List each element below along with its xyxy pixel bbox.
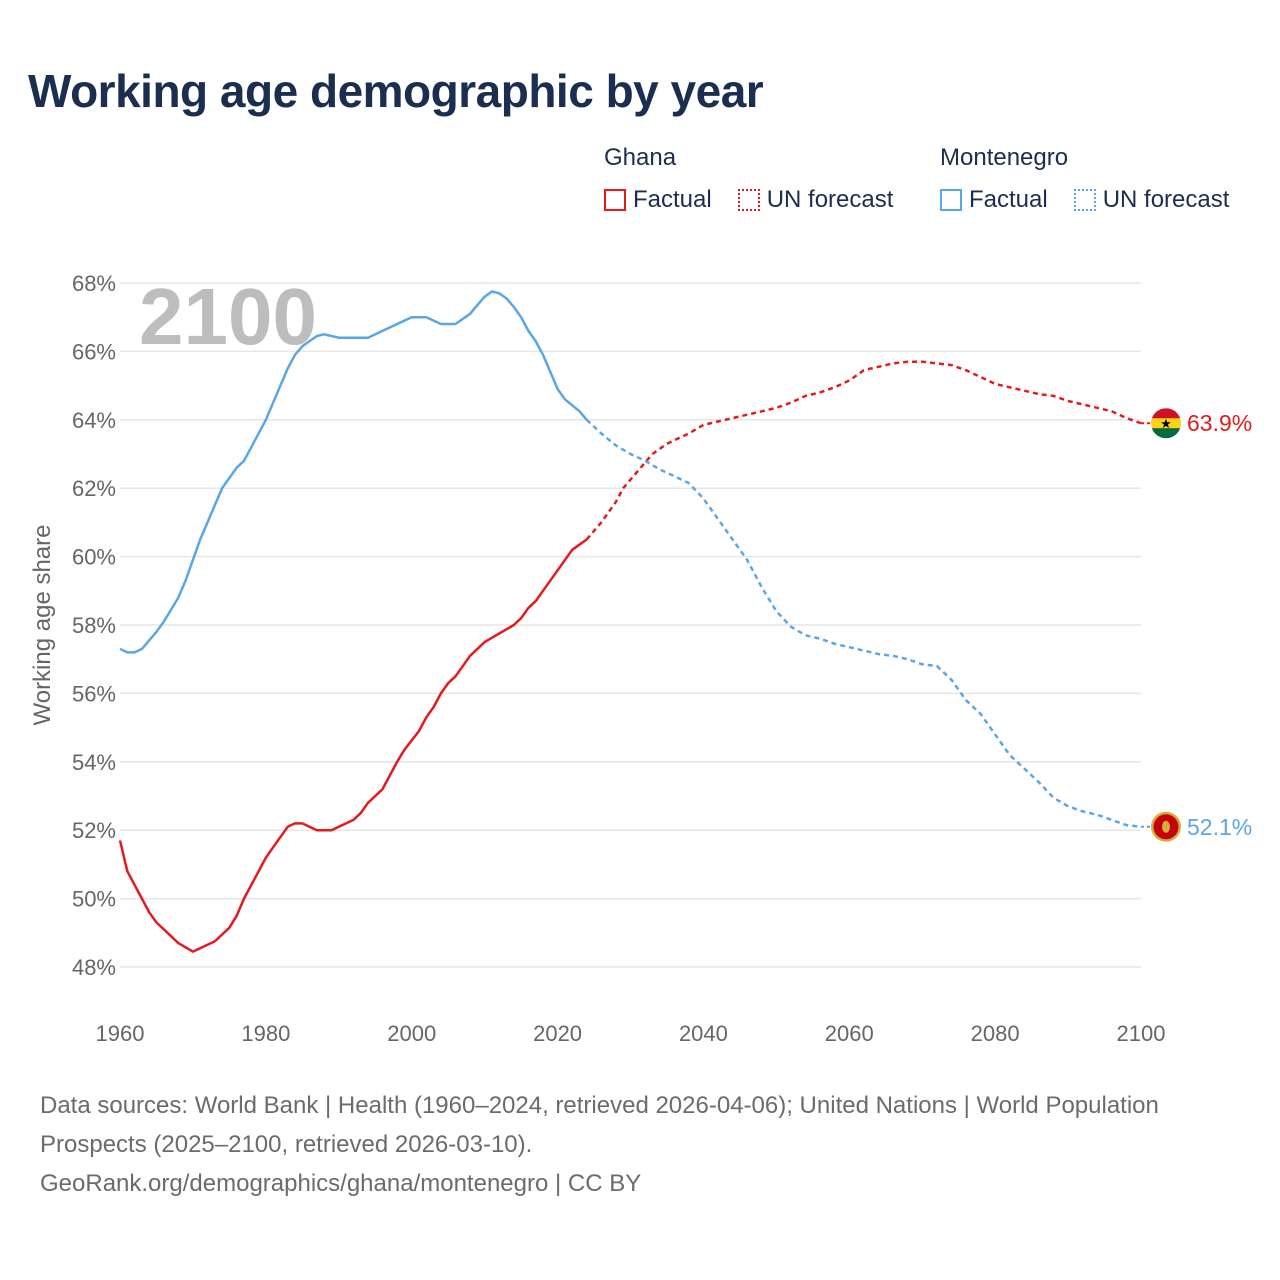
data-source-note: Data sources: World Bank | Health (1960–… [40,1086,1160,1203]
end-value-label: 63.9% [1187,410,1252,436]
legend-swatch-dotted [737,189,760,211]
y-tick-label: 68% [72,271,116,296]
x-tick-label: 1980 [241,1021,290,1046]
y-tick-label: 50% [72,887,116,912]
y-tick-label: 54% [72,750,116,775]
ghana-flag-icon: ★ [1151,408,1181,439]
x-tick-label: 2100 [1117,1021,1166,1046]
series-line-ghana-factual [118,538,588,953]
x-tick-label: 2000 [387,1021,436,1046]
legend-label: Factual [969,186,1048,213]
source-text: Data sources: World Bank | Health (1960–… [40,1092,1159,1158]
y-tick-label: 48% [72,955,116,980]
legend-item-ghana-forecast[interactable]: UN forecast [737,186,894,214]
x-tick-label: 2020 [533,1021,582,1046]
y-tick-label: 58% [72,613,116,638]
legend-group-label: Montenegro [940,144,1069,171]
y-tick-label: 66% [72,339,116,364]
legend-item-ghana-factual[interactable]: Factual [604,186,712,214]
y-tick-label: 62% [72,476,116,501]
legend-item-montenegro-factual[interactable]: Factual [940,186,1048,214]
chart-title: Working age demographic by year [28,65,764,117]
legend-swatch-dotted [1073,189,1096,211]
x-tick-label: 2060 [825,1021,874,1046]
legend-group-montenegro: Montenegro Factual UN forecast [940,144,1247,214]
legend-group-ghana: Ghana Factual UN forecast [604,144,911,214]
y-tick-label: 52% [72,818,116,843]
y-axis-label: Working age share [29,525,56,726]
y-tick-label: 64% [72,408,116,433]
montenegro-flag-icon [1151,811,1181,842]
legend-label: Factual [633,186,712,213]
series-line-montenegro-factual [119,290,588,654]
legend-swatch-solid [604,189,626,211]
end-value-label: 52.1% [1187,814,1252,840]
legend-item-montenegro-forecast[interactable]: UN forecast [1073,186,1230,214]
legend-label: UN forecast [766,186,894,213]
credit-link[interactable]: GeoRank.org/demographics/ghana/montenegr… [40,1170,642,1197]
x-tick-label: 2040 [679,1021,728,1046]
year-watermark-label: 2100 [139,272,317,361]
legend-swatch-solid [940,189,962,211]
legend-group-label: Ghana [604,144,677,171]
svg-text:★: ★ [1160,416,1172,431]
series-line-ghana-forecast [585,360,1142,541]
line-chart: 48% 50% 52% 54% 56% 58% 60% 62% 64% 66% 68% 1960 198… [29,271,1252,1046]
y-tick-label: 56% [72,681,116,706]
series-line-montenegro-forecast [585,418,1142,829]
x-tick-label: 2080 [971,1021,1020,1046]
y-tick-label: 60% [72,545,116,570]
legend-label: UN forecast [1102,186,1230,213]
x-tick-label: 1960 [96,1021,145,1046]
